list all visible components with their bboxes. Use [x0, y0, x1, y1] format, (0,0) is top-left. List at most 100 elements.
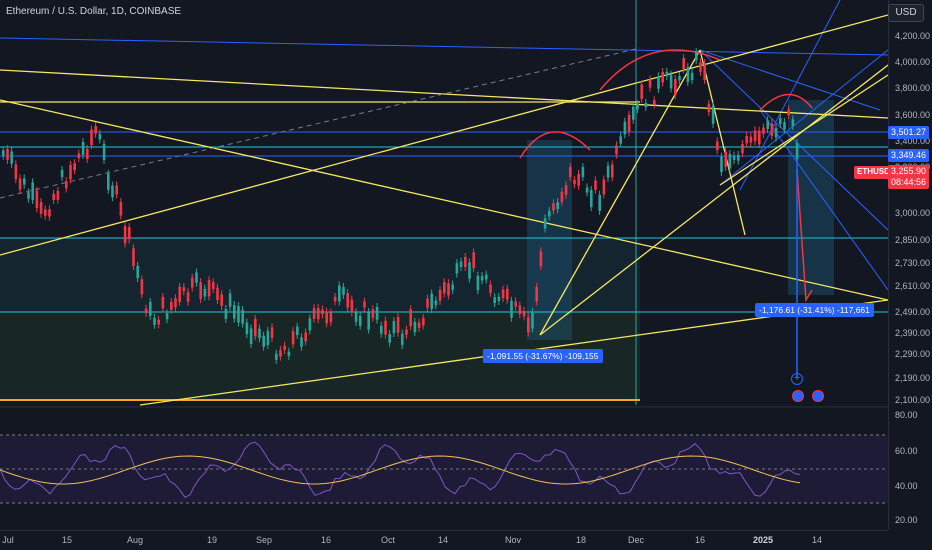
candle-body	[396, 317, 400, 333]
yellow-trendline	[0, 14, 888, 256]
measure-label-right[interactable]: -1,176.61 (-31.41%) -117,661	[755, 303, 874, 317]
candle-body	[10, 151, 13, 164]
candle-body	[224, 308, 228, 319]
candle-body	[48, 209, 51, 217]
candle-body	[359, 316, 362, 326]
candle-body	[783, 122, 786, 130]
candle-body	[136, 265, 139, 279]
candle-body	[623, 121, 627, 135]
candle-body	[585, 187, 589, 193]
earnings-event-icon[interactable]	[812, 390, 824, 402]
time-axis-tick: 2025	[752, 535, 774, 545]
candle-body	[770, 123, 774, 136]
candle-body	[14, 164, 18, 180]
candle-body	[380, 325, 383, 334]
candle-body	[606, 165, 610, 178]
symbol-title[interactable]: Ethereum / U.S. Dollar, 1D, COINBASE	[6, 6, 182, 17]
price-axis-tick: 2,390.00	[895, 328, 931, 338]
candle-body	[329, 312, 333, 323]
candle-body	[405, 329, 408, 335]
candle-body	[270, 327, 274, 338]
candle-body	[438, 290, 442, 301]
candle-body	[501, 289, 505, 299]
candle-body	[254, 318, 257, 337]
candle-body	[577, 174, 580, 186]
time-axis[interactable]: Jul 15 Aug 19 Sep 16 Oct 14 Nov 18 Dec 16 2025 14	[0, 530, 888, 550]
candle-body	[795, 143, 799, 160]
candle-body	[514, 301, 517, 307]
symbol-tag: ETHUSD	[854, 166, 893, 179]
candle-body	[233, 305, 236, 319]
candle-body	[86, 148, 89, 159]
candle-body	[220, 294, 223, 307]
candle-body	[728, 153, 732, 169]
candle-body	[170, 301, 173, 310]
candle-body	[640, 84, 643, 99]
candle-body	[766, 120, 769, 129]
price-axis-tick: 2,490.00	[895, 307, 931, 317]
price-axis-tick: 2,100.00	[895, 395, 931, 405]
candle-body	[228, 293, 232, 307]
earnings-event-icon[interactable]	[792, 390, 804, 402]
blue-trendline	[0, 37, 888, 56]
price-axis-tick: 3,000.00	[895, 208, 931, 218]
candle-body	[296, 326, 299, 335]
candle-body	[392, 321, 396, 334]
candle-body	[241, 309, 244, 324]
candle-body	[107, 173, 110, 190]
plus-icon[interactable]: +	[791, 373, 803, 385]
blue-trendline	[699, 49, 888, 231]
candle-body	[153, 317, 156, 325]
candle-body	[527, 317, 530, 333]
candle-body	[459, 261, 463, 267]
rsi-axis-tick: 20.00	[895, 515, 918, 525]
candle-body	[762, 127, 765, 134]
candle-body	[745, 135, 748, 144]
candle-body	[6, 148, 9, 160]
candle-body	[497, 296, 501, 301]
time-axis-tick: 16	[694, 535, 706, 545]
candle-body	[602, 179, 606, 195]
measure-zone-right	[788, 100, 834, 295]
candle-body	[510, 300, 513, 318]
price-axis-tick: 4,000.00	[895, 57, 931, 67]
candle-body	[35, 190, 39, 209]
candle-body	[779, 118, 782, 125]
candle-body	[430, 293, 433, 309]
yellow-trendline	[719, 74, 888, 186]
candle-body	[417, 322, 421, 328]
candle-body	[266, 330, 270, 345]
candle-body	[753, 130, 757, 142]
time-axis-tick: 15	[61, 535, 73, 545]
measure-label-left[interactable]: -1,091.55 (-31.67%) -109,155	[483, 349, 603, 363]
candle-body	[44, 209, 47, 216]
candle-body	[632, 106, 635, 120]
candle-body	[161, 296, 165, 309]
candle-body	[178, 286, 181, 302]
candle-body	[732, 155, 736, 161]
price-chart-canvas[interactable]	[0, 0, 888, 530]
candle-body	[195, 272, 198, 283]
candle-body	[27, 192, 30, 199]
candle-body	[573, 179, 576, 185]
candle-body	[304, 332, 307, 342]
candle-body	[619, 136, 622, 144]
candle-body	[191, 277, 194, 288]
candle-body	[737, 155, 740, 161]
candle-body	[212, 282, 215, 289]
currency-button[interactable]: USD	[888, 4, 924, 22]
candle-body	[699, 62, 702, 72]
candle-body	[237, 306, 240, 323]
candle-body	[363, 301, 366, 308]
candle-body	[60, 169, 64, 178]
candle-body	[665, 71, 669, 77]
candle-body	[724, 151, 727, 167]
projection-path	[796, 169, 813, 303]
candle-body	[548, 210, 551, 217]
candle-body	[506, 288, 509, 300]
time-axis-tick: Nov	[504, 535, 522, 545]
candle-body	[703, 63, 706, 80]
price-axis-tick: 2,190.00	[895, 373, 931, 383]
price-axis[interactable]: 4,200.00 4,000.00 3,800.00 3,600.00 3,400.00…	[888, 0, 932, 530]
